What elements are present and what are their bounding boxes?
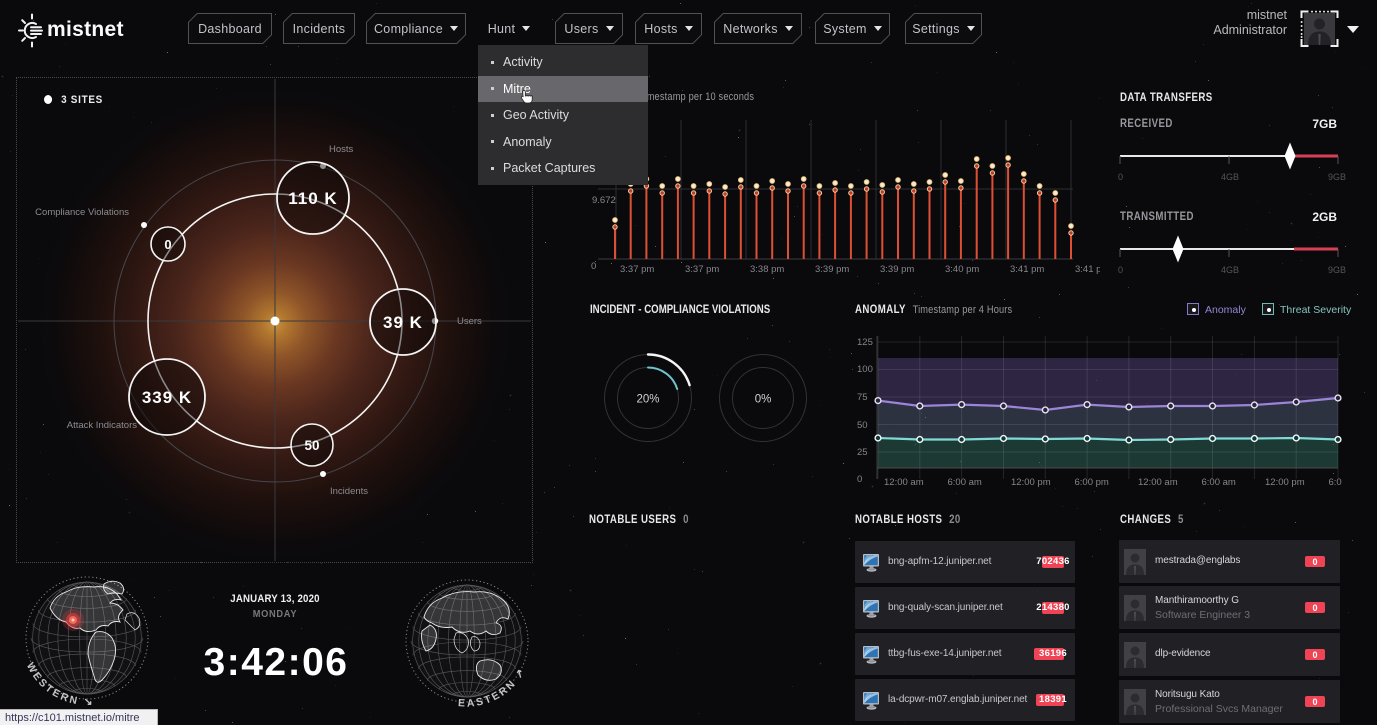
- svg-text:0%: 0%: [755, 394, 772, 406]
- svg-text:Hosts: Hosts: [329, 144, 354, 155]
- svg-text:0: 0: [164, 237, 171, 252]
- svg-text:3:39 pm: 3:39 pm: [880, 264, 914, 275]
- svg-text:9.672: 9.672: [592, 195, 616, 206]
- svg-text:12:00 am: 12:00 am: [1138, 477, 1178, 488]
- svg-text:50: 50: [304, 438, 319, 453]
- svg-text:25: 25: [857, 447, 868, 458]
- svg-text:4GB: 4GB: [1221, 172, 1239, 182]
- svg-text:50: 50: [857, 420, 868, 431]
- svg-text:9GB: 9GB: [1328, 265, 1346, 275]
- svg-text:75: 75: [857, 392, 868, 403]
- svg-text:110 K: 110 K: [288, 189, 337, 208]
- svg-text:Users: Users: [457, 316, 482, 327]
- svg-text:3:40 pm: 3:40 pm: [945, 264, 979, 275]
- svg-text:6:00 am: 6:00 am: [1202, 477, 1236, 488]
- svg-text:3:37 pm: 3:37 pm: [685, 264, 719, 275]
- svg-text:12:00 pm: 12:00 pm: [1265, 477, 1305, 488]
- svg-text:0: 0: [1118, 265, 1123, 275]
- svg-text:0: 0: [1118, 172, 1123, 182]
- svg-text:39 K: 39 K: [383, 313, 423, 332]
- svg-text:3:37 pm: 3:37 pm: [620, 264, 654, 275]
- svg-text:Attack Indicators: Attack Indicators: [67, 420, 137, 431]
- svg-text:3:41 pm: 3:41 pm: [1010, 264, 1044, 275]
- svg-text:20%: 20%: [636, 394, 659, 406]
- svg-text:9GB: 9GB: [1328, 172, 1346, 182]
- svg-text:Compliance Violations: Compliance Violations: [35, 207, 129, 218]
- svg-text:339 K: 339 K: [142, 388, 192, 407]
- svg-text:12:00 pm: 12:00 pm: [1011, 477, 1051, 488]
- svg-text:0: 0: [591, 261, 596, 272]
- svg-text:Incidents: Incidents: [330, 486, 368, 497]
- svg-text:4GB: 4GB: [1221, 265, 1239, 275]
- svg-text:125: 125: [857, 337, 873, 348]
- svg-text:0: 0: [857, 474, 862, 485]
- svg-text:6:00 am: 6:00 am: [948, 477, 982, 488]
- svg-text:6:0: 6:0: [1329, 477, 1342, 488]
- svg-text:3:41 pm: 3:41 pm: [1075, 264, 1100, 275]
- svg-text:6:00 pm: 6:00 pm: [1075, 477, 1109, 488]
- svg-text:3:38 pm: 3:38 pm: [750, 264, 784, 275]
- svg-text:100: 100: [857, 364, 873, 375]
- svg-text:3:39 pm: 3:39 pm: [815, 264, 849, 275]
- svg-text:12:00 am: 12:00 am: [884, 477, 924, 488]
